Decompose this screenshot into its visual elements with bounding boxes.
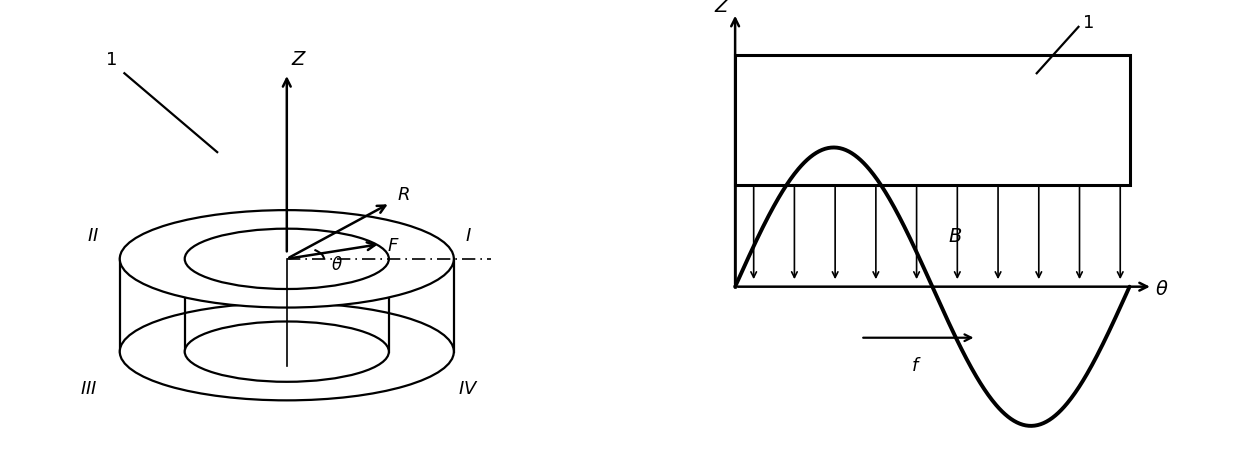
Text: $\theta$: $\theta$ — [331, 256, 342, 274]
Text: $F$: $F$ — [387, 236, 399, 254]
Bar — [735, 56, 1130, 185]
Text: 1: 1 — [105, 51, 118, 69]
Text: $IV$: $IV$ — [459, 380, 479, 398]
Ellipse shape — [185, 229, 389, 289]
Text: $B$: $B$ — [949, 227, 962, 245]
Text: $Z$: $Z$ — [714, 0, 730, 16]
Text: $III$: $III$ — [81, 380, 98, 398]
Text: $II$: $II$ — [87, 227, 99, 245]
Ellipse shape — [185, 322, 389, 382]
Text: $Z$: $Z$ — [291, 50, 308, 69]
Text: $R$: $R$ — [397, 186, 410, 204]
Ellipse shape — [120, 211, 454, 308]
Text: $f$: $f$ — [910, 357, 921, 375]
Text: 1: 1 — [1083, 14, 1095, 32]
Text: $\theta$: $\theta$ — [1154, 279, 1168, 298]
Ellipse shape — [120, 303, 454, 400]
Text: $I$: $I$ — [465, 227, 472, 245]
